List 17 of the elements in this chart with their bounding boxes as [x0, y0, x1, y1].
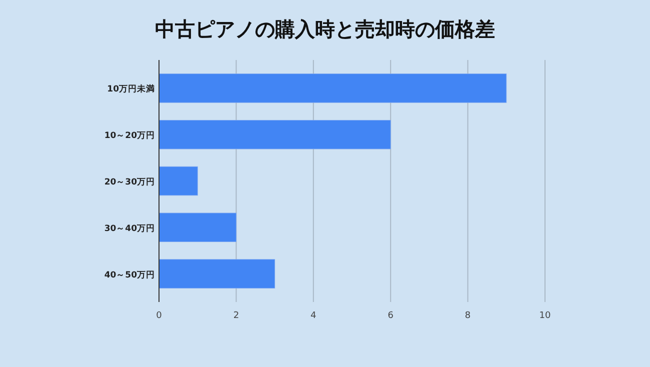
- y-tick-label: 40～50万円: [104, 269, 155, 280]
- bar: [158, 74, 507, 103]
- x-tick-label: 2: [233, 311, 240, 321]
- y-tick-label: 30～40万円: [104, 222, 155, 234]
- y-tick-label: 10万円未満: [107, 84, 155, 95]
- bar: [158, 120, 391, 150]
- y-tick-label: 20～30万円: [104, 176, 155, 188]
- bar: [158, 259, 276, 288]
- y-tick-label: 10～20万円: [104, 130, 155, 142]
- chart-title: 中古ピアノの購入時と売却時の価格差: [155, 17, 495, 41]
- bar: [158, 212, 236, 242]
- x-tick-label: 4: [310, 311, 317, 321]
- x-tick-label: 6: [388, 311, 394, 321]
- x-tick-label: 0: [156, 311, 162, 321]
- bar: [158, 166, 198, 196]
- x-tick-label: 10: [539, 311, 551, 321]
- x-tick-label: 8: [464, 311, 471, 321]
